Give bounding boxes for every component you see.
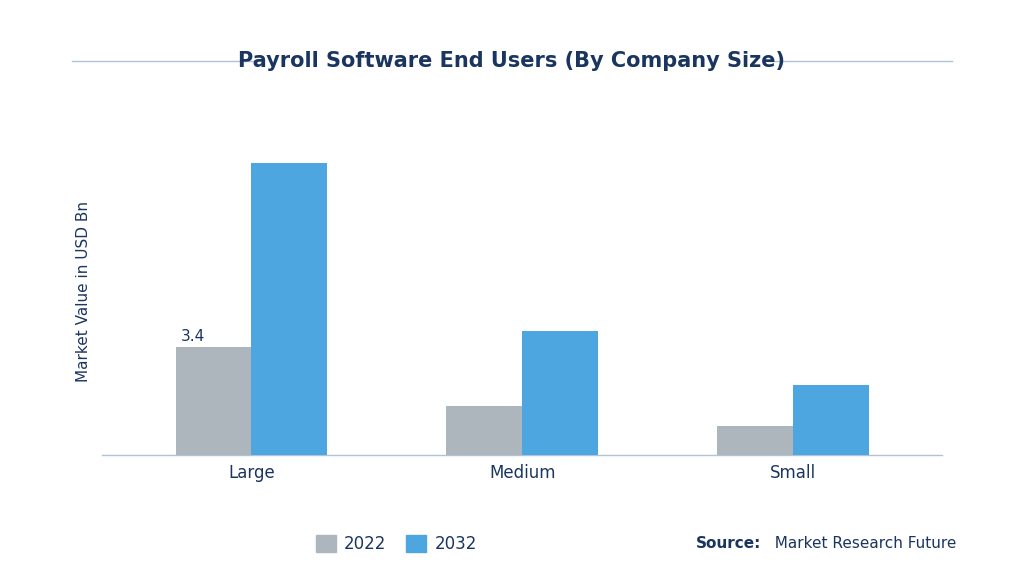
Bar (717, 426, 794, 455)
Bar (522, 331, 598, 455)
Y-axis label: Market Value in USD Bn: Market Value in USD Bn (77, 201, 91, 382)
Text: 3.4: 3.4 (181, 329, 206, 344)
Text: Payroll Software End Users (By Company Size): Payroll Software End Users (By Company S… (239, 51, 785, 71)
Text: Source:: Source: (696, 536, 762, 551)
Bar (794, 385, 869, 455)
Bar (446, 406, 522, 455)
Bar (175, 347, 251, 455)
Text: Market Research Future: Market Research Future (765, 536, 956, 551)
Bar (251, 163, 328, 455)
Legend: 2022, 2032: 2022, 2032 (309, 528, 483, 560)
